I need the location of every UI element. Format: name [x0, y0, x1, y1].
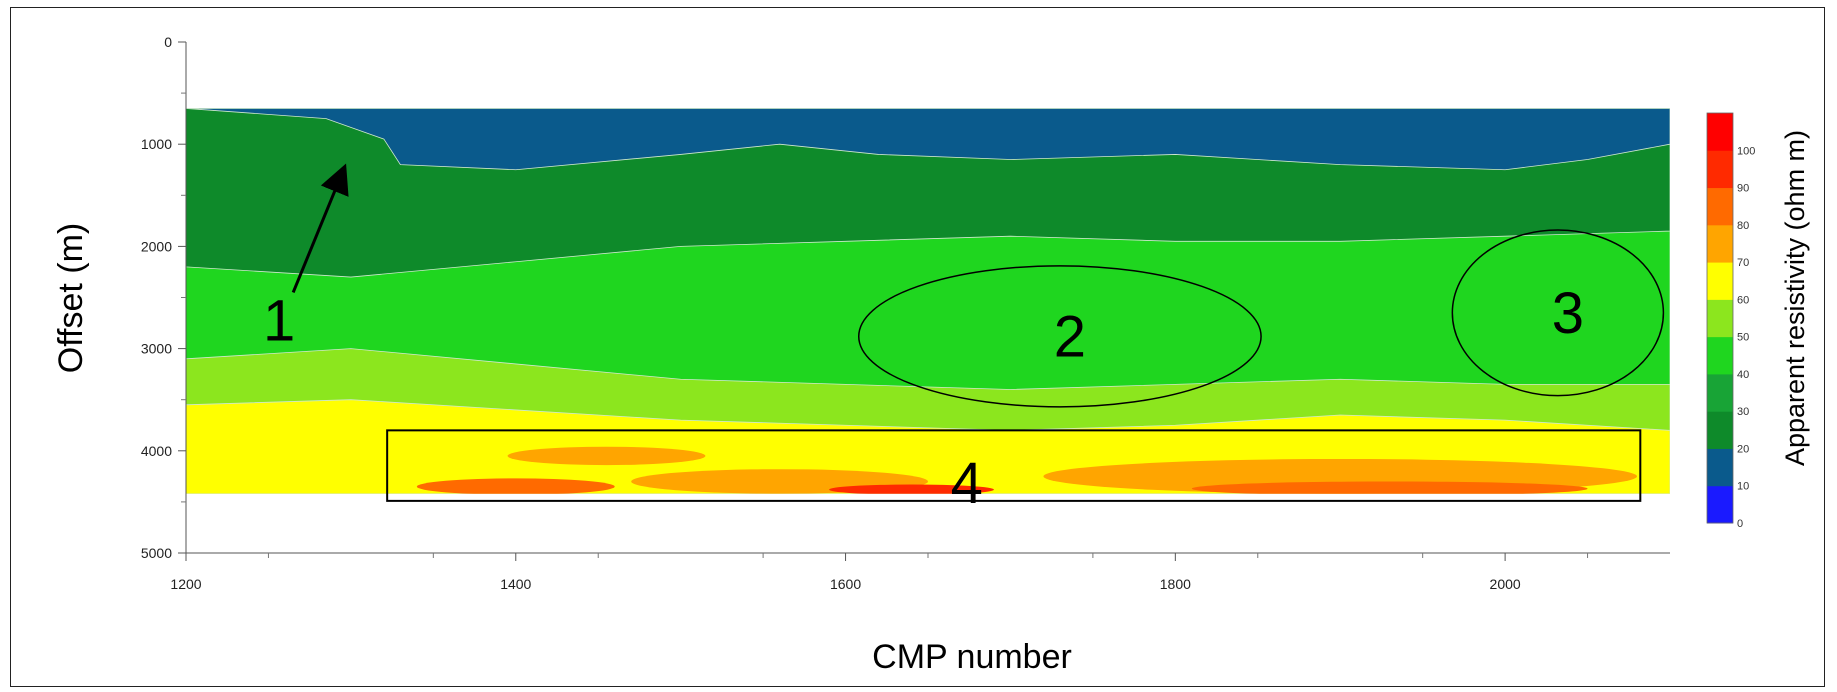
y-tick-label: 2000 — [141, 238, 172, 254]
annotation-3-ellipse — [1451, 229, 1665, 397]
colorbar-swatch — [1707, 262, 1733, 300]
annotation-label-4: 4 — [951, 451, 983, 516]
colorbar-tick-label: 100 — [1737, 145, 1755, 157]
colorbar-swatch — [1707, 150, 1733, 189]
colorbar-tick-label: 70 — [1737, 257, 1749, 269]
colorbar-tick-label: 30 — [1737, 406, 1749, 418]
y-tick-label: 4000 — [141, 443, 172, 459]
high-resistivity-lens — [507, 446, 706, 466]
colorbar-swatch — [1707, 373, 1733, 412]
colorbar-tick-label: 10 — [1737, 481, 1749, 493]
y-tick-label: 5000 — [141, 545, 172, 561]
x-tick-label: 1600 — [830, 576, 861, 592]
resistivity-layers — [186, 108, 1670, 494]
high-resistivity-lens — [1191, 481, 1588, 494]
colorbar: 0 10 20 30 40 50 60 70 80 90 100 — [1706, 112, 1755, 530]
annotations: 1 2 3 4 — [263, 163, 1665, 516]
colorbar-tick-label: 80 — [1737, 220, 1749, 232]
y-axis-title: Offset (m) — [52, 223, 90, 374]
high-resistivity-lens — [829, 484, 994, 494]
x-tick-label: 1400 — [500, 576, 531, 592]
annotation-2-ellipse — [857, 265, 1262, 408]
colorbar-swatch — [1707, 113, 1733, 151]
layer-15-ohm-m — [186, 108, 1670, 171]
y-tick-label: 1000 — [141, 136, 172, 152]
axes: 1200 1400 1600 1800 2000 0 1000 2000 3000 4000 500… — [141, 34, 1670, 592]
x-tick-label: 1800 — [1160, 576, 1191, 592]
colorbar-swatch — [1707, 299, 1733, 338]
colorbar-tick-label: 20 — [1737, 443, 1749, 455]
colorbar-swatch — [1707, 336, 1733, 375]
annotation-4-box — [386, 429, 1642, 502]
y-tick-label: 0 — [164, 34, 172, 50]
colorbar-title: Apparent resistivity (ohm m) — [1780, 130, 1810, 466]
high-resistivity-lens — [416, 478, 615, 494]
colorbar-swatch — [1707, 187, 1733, 226]
colorbar-tick-label: 40 — [1737, 369, 1749, 381]
colorbar-tick-label: 50 — [1737, 332, 1749, 344]
annotation-label-3: 3 — [1552, 281, 1584, 346]
colorbar-swatch — [1707, 224, 1733, 263]
annotation-label-1: 1 — [263, 288, 295, 353]
x-tick-label: 2000 — [1490, 576, 1521, 592]
colorbar-swatch — [1707, 448, 1733, 487]
annotation-1-arrow — [291, 163, 349, 293]
colorbar-swatch — [1707, 485, 1733, 524]
x-tick-label: 1200 — [170, 576, 201, 592]
annotation-label-2: 2 — [1054, 304, 1086, 369]
colorbar-tick-label: 0 — [1737, 518, 1743, 530]
colorbar-border — [1706, 112, 1734, 524]
y-tick-label: 3000 — [141, 341, 172, 357]
colorbar-swatch — [1707, 411, 1733, 449]
x-axis-title: CMP number — [872, 638, 1072, 676]
colorbar-tick-label: 60 — [1737, 294, 1749, 306]
colorbar-tick-label: 90 — [1737, 183, 1749, 195]
